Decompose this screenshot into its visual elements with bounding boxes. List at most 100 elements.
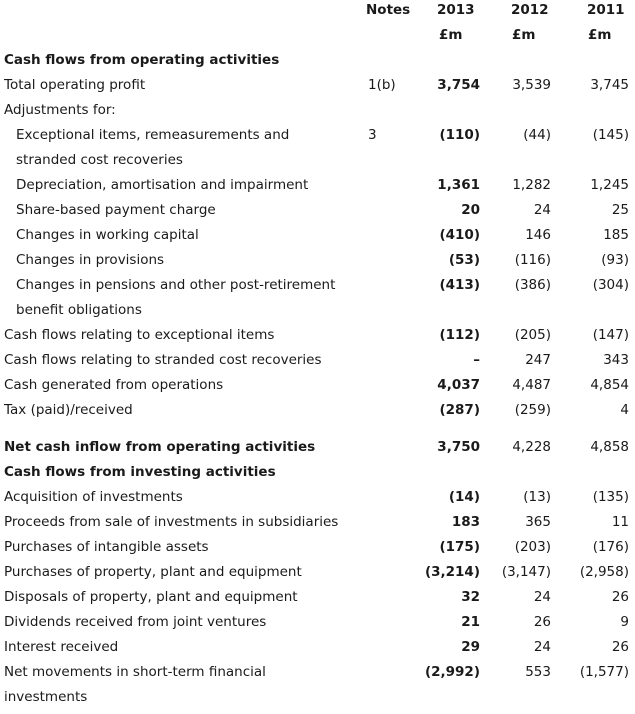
row-label: Dividends received from joint ventures (4, 614, 267, 630)
row-note: 3 (368, 127, 377, 143)
value-2011: (145) (592, 127, 629, 143)
table-row: Proceeds from sale of investments in sub… (0, 514, 635, 539)
row-label: Disposals of property, plant and equipme… (4, 589, 298, 605)
table-row: Acquisition of investments (14) (13) (135) (0, 489, 635, 514)
value-2011: 4,854 (590, 377, 629, 393)
value-2013: 3,754 (437, 77, 480, 93)
row-label: Changes in pensions and other post-retir… (16, 277, 336, 293)
value-2011: (304) (592, 277, 629, 293)
value-2013: (110) (439, 127, 480, 143)
row-label: Proceeds from sale of investments in sub… (4, 514, 339, 530)
table-row: Cash flows relating to exceptional items… (0, 327, 635, 352)
value-2013: 4,037 (437, 377, 480, 393)
value-2013: (3,214) (424, 564, 480, 580)
table-row: Changes in working capital (410) 146 185 (0, 227, 635, 252)
value-2012: (3,147) (501, 564, 551, 580)
table-row: Exceptional items, remeasurements and 3 (1… (0, 127, 635, 152)
value-2012: 247 (525, 352, 551, 368)
value-2013: 3,750 (437, 439, 480, 455)
table-row: Share-based payment charge 20 24 25 (0, 202, 635, 227)
unit-2013-header: £m (439, 27, 463, 43)
unit-2012-header: £m (512, 27, 536, 43)
row-label: Cash flows relating to exceptional items (4, 327, 275, 343)
table-row: Cash flows from operating activities (0, 52, 635, 77)
value-2013: (410) (439, 227, 480, 243)
value-2012: 24 (533, 639, 551, 655)
table-row: Purchases of property, plant and equipme… (0, 564, 635, 589)
table-row: Cash flows relating to stranded cost rec… (0, 352, 635, 377)
value-2011: (176) (592, 539, 629, 555)
row-label: Cash generated from operations (4, 377, 224, 393)
value-2011: (2,958) (579, 564, 629, 580)
value-2012: 1,282 (512, 177, 551, 193)
table-row: investments (0, 689, 635, 714)
unit-2011-header: £m (588, 27, 612, 43)
value-2012: 146 (525, 227, 551, 243)
row-label: Cash flows from investing activities (4, 464, 276, 480)
value-2011: 3,745 (590, 77, 629, 93)
value-2012: 24 (533, 589, 551, 605)
value-2012: (116) (514, 252, 551, 268)
value-2011: 25 (611, 202, 629, 218)
value-2012: (203) (514, 539, 551, 555)
row-label: Net movements in short-term financial (4, 664, 266, 680)
value-2011: (1,577) (579, 664, 629, 680)
row-label: Changes in provisions (16, 252, 165, 268)
table-row: Net movements in short-term financial (2,… (0, 664, 635, 689)
row-label: Cash flows from operating activities (4, 52, 280, 68)
notes-header: Notes (366, 2, 411, 18)
value-2013: (287) (439, 402, 480, 418)
table-row: Depreciation, amortisation and impairmen… (0, 177, 635, 202)
row-label: investments (4, 689, 88, 705)
row-label: Tax (paid)/received (4, 402, 133, 418)
row-label: Depreciation, amortisation and impairmen… (16, 177, 309, 193)
table-row: benefit obligations (0, 302, 635, 327)
value-2012: (44) (523, 127, 551, 143)
value-2011: (93) (601, 252, 629, 268)
value-2011: 4,858 (590, 439, 629, 455)
row-label: Exceptional items, remeasurements and (16, 127, 290, 143)
value-2012: 3,539 (512, 77, 551, 93)
table-row: stranded cost recoveries (0, 152, 635, 177)
year-2012-header: 2012 (511, 2, 549, 18)
value-2013: 29 (461, 639, 480, 655)
table-row: Net cash inflow from operating activitie… (0, 439, 635, 464)
row-label: benefit obligations (16, 302, 142, 318)
value-2011: (147) (592, 327, 629, 343)
row-label: Share-based payment charge (16, 202, 216, 218)
value-2011: 4 (620, 402, 629, 418)
table-row: Total operating profit 1(b) 3,754 3,539 3,74… (0, 77, 635, 102)
row-label: Purchases of property, plant and equipme… (4, 564, 302, 580)
value-2012: 4,487 (512, 377, 551, 393)
value-2013: (112) (439, 327, 480, 343)
row-label: Cash flows relating to stranded cost rec… (4, 352, 322, 368)
row-label: Acquisition of investments (4, 489, 183, 505)
value-2011: 185 (603, 227, 629, 243)
table-row: Dividends received from joint ventures 21… (0, 614, 635, 639)
table-row: Changes in provisions (53) (116) (93) (0, 252, 635, 277)
value-2011: (135) (592, 489, 629, 505)
row-label: stranded cost recoveries (16, 152, 183, 168)
year-2011-header: 2011 (587, 2, 625, 18)
value-2013: (175) (439, 539, 480, 555)
value-2013: (14) (448, 489, 480, 505)
value-2012: (259) (514, 402, 551, 418)
value-2011: 26 (611, 589, 629, 605)
value-2011: 9 (620, 614, 629, 630)
value-2011: 11 (611, 514, 629, 530)
value-2011: 1,245 (590, 177, 629, 193)
value-2012: (205) (514, 327, 551, 343)
value-2012: (13) (523, 489, 551, 505)
value-2013: 32 (461, 589, 480, 605)
value-2013: – (473, 352, 480, 368)
row-label: Interest received (4, 639, 119, 655)
value-2012: 26 (533, 614, 551, 630)
table-row: Tax (paid)/received (287) (259) 4 (0, 402, 635, 427)
row-label: Adjustments for: (4, 102, 116, 118)
table-row: Interest received 29 24 26 (0, 639, 635, 664)
value-2011: 343 (603, 352, 629, 368)
table-row: Disposals of property, plant and equipme… (0, 589, 635, 614)
value-2013: 1,361 (437, 177, 480, 193)
row-label: Changes in working capital (16, 227, 199, 243)
table-row: Purchases of intangible assets (175) (203)… (0, 539, 635, 564)
